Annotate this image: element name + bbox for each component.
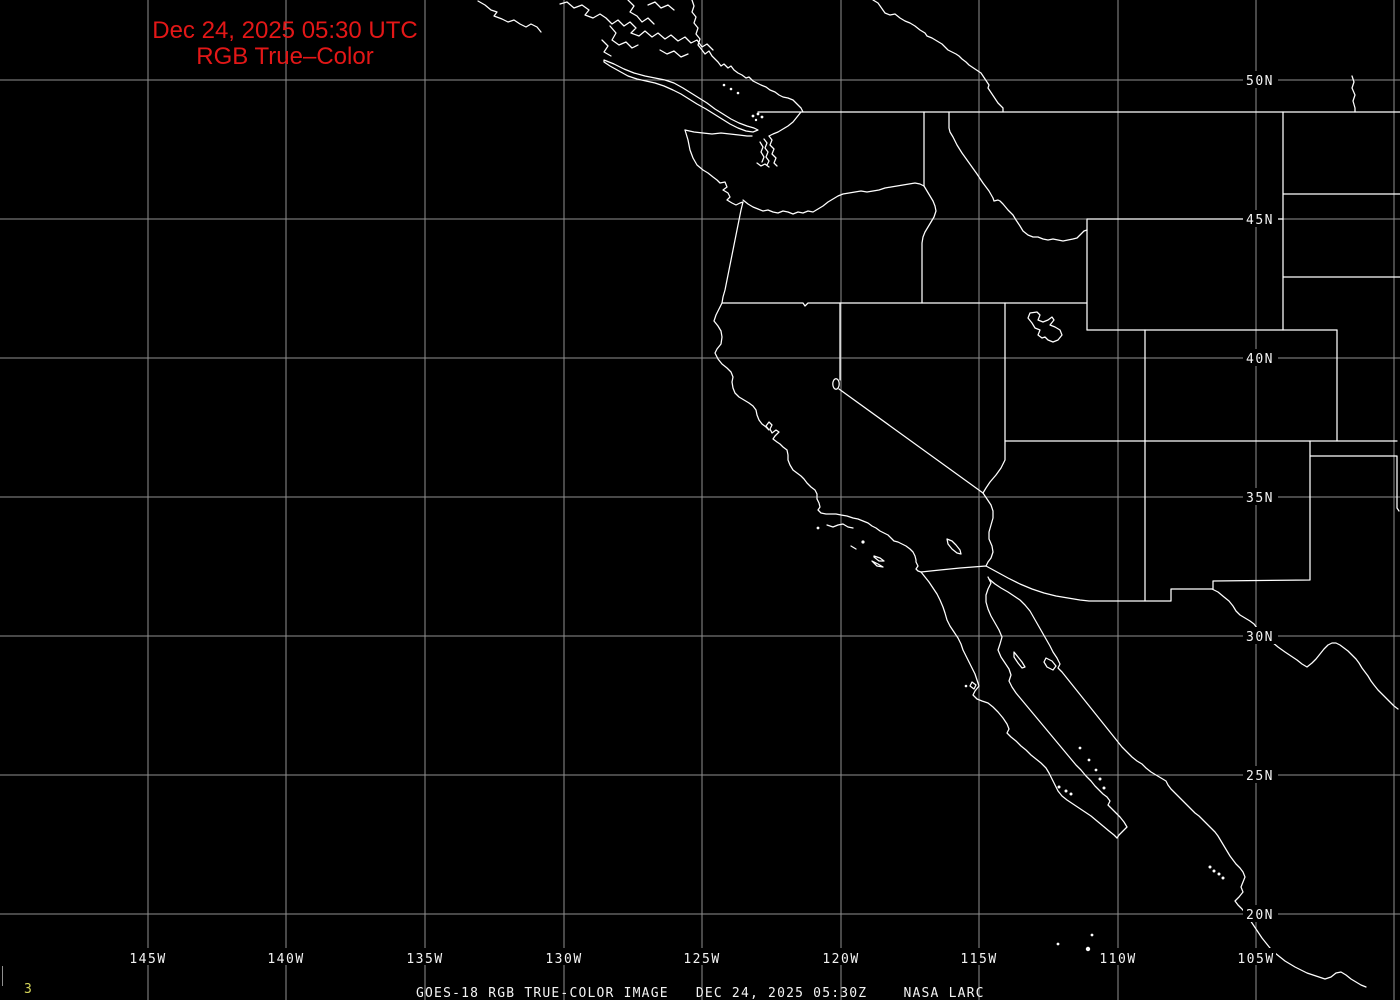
bc-fjords-coast [559, 0, 714, 58]
longitude-label-backdrop [405, 948, 445, 965]
ca-nv-diagonal-border [838, 388, 984, 494]
latitude-label: 35N [1246, 491, 1274, 506]
latitude-label: 40N [1246, 352, 1274, 367]
latitude-label: 50N [1246, 74, 1274, 89]
salton-sea [946, 538, 962, 555]
longitude-label: 135W [406, 952, 443, 967]
longitude-label-backdrop [266, 948, 306, 965]
baja-gulf-coast [985, 576, 1128, 839]
nv-az-colorado-river [982, 440, 1006, 494]
rio-grande-border [1211, 588, 1399, 710]
longitude-label: 115W [960, 952, 997, 967]
latitude-label-backdrop [1243, 488, 1278, 505]
border-42n [721, 302, 1088, 307]
longitude-label: 120W [822, 952, 859, 967]
us-mexico-border-west [920, 565, 1213, 602]
latitude-label-backdrop [1243, 627, 1278, 644]
puget-sound-inlets [756, 135, 778, 168]
frame-number: 3 [24, 982, 32, 997]
longitude-label: 145W [129, 952, 166, 967]
longitude-label-backdrop [959, 948, 999, 965]
longitude-label: 130W [545, 952, 582, 967]
haida-gwaii-coast [477, 0, 542, 33]
latitude-label: 45N [1246, 213, 1274, 228]
ca-az-colorado-river [982, 492, 994, 567]
lake-layer [946, 311, 1063, 555]
vancouver-island-coast [603, 59, 759, 133]
lake-tahoe [832, 378, 840, 390]
great-salt-lake [1027, 311, 1063, 343]
ab-bc-divide-border [872, 0, 1004, 113]
longitude-label: 125W [683, 952, 720, 967]
baja-pacific-coast [920, 571, 1118, 839]
border-layer [721, 0, 1400, 710]
coastline-layer [477, 0, 1367, 988]
longitude-label: 140W [267, 952, 304, 967]
longitude-label-backdrop [1098, 948, 1138, 965]
image-caption: GOES-18 RGB TRUE-COLOR IMAGE DEC 24, 202… [416, 986, 985, 1000]
timestamp-title: Dec 24, 2025 05:30 UTC [152, 17, 418, 44]
small-island-dots [722, 83, 1225, 952]
longitude-label: 105W [1237, 952, 1274, 967]
wa-or-columbia-border [742, 182, 925, 215]
longitude-label-backdrop [821, 948, 861, 965]
gulf-of-california-islands [969, 651, 1057, 690]
longitude-label: 110W [1099, 952, 1136, 967]
latitude-label-backdrop [1243, 766, 1278, 783]
longitude-label-backdrop [682, 948, 722, 965]
or-id-snake-border [921, 185, 937, 304]
juan-de-fuca-shore [684, 129, 753, 137]
longitude-labels: 145W 140W 135W 130W 125W 120W 115W 110W 105W [128, 948, 1276, 967]
channel-islands-coast [826, 523, 885, 568]
latitude-label: 25N [1246, 769, 1274, 784]
latitude-label: 20N [1246, 908, 1274, 923]
product-name-title: RGB True–Color [196, 43, 373, 70]
latitude-label-backdrop [1243, 349, 1278, 366]
id-mt-border [948, 111, 1088, 242]
pacific-coast-wa-or-ca [684, 129, 922, 573]
latitude-label-backdrop [1243, 210, 1278, 227]
latitude-labels: 50N 45N 40N 35N 30N 25N 20N [1243, 71, 1278, 923]
latitude-label-backdrop [1243, 905, 1278, 922]
sk-mb-border [1351, 75, 1356, 113]
bellingham-coast [768, 111, 802, 137]
longitude-label-backdrop [544, 948, 584, 965]
mexico-mainland-coast [988, 578, 1367, 988]
nm-tx-ok-borders [1212, 440, 1400, 590]
latitude-label-backdrop [1243, 71, 1278, 88]
bc-mainland-coast [691, 0, 804, 113]
longitude-label-backdrop [128, 948, 168, 965]
latitude-label: 30N [1246, 630, 1274, 645]
product-title-overlay: Dec 24, 2025 05:30 UTC RGB True–Color [152, 17, 418, 70]
longitude-label-backdrop [1236, 948, 1276, 965]
